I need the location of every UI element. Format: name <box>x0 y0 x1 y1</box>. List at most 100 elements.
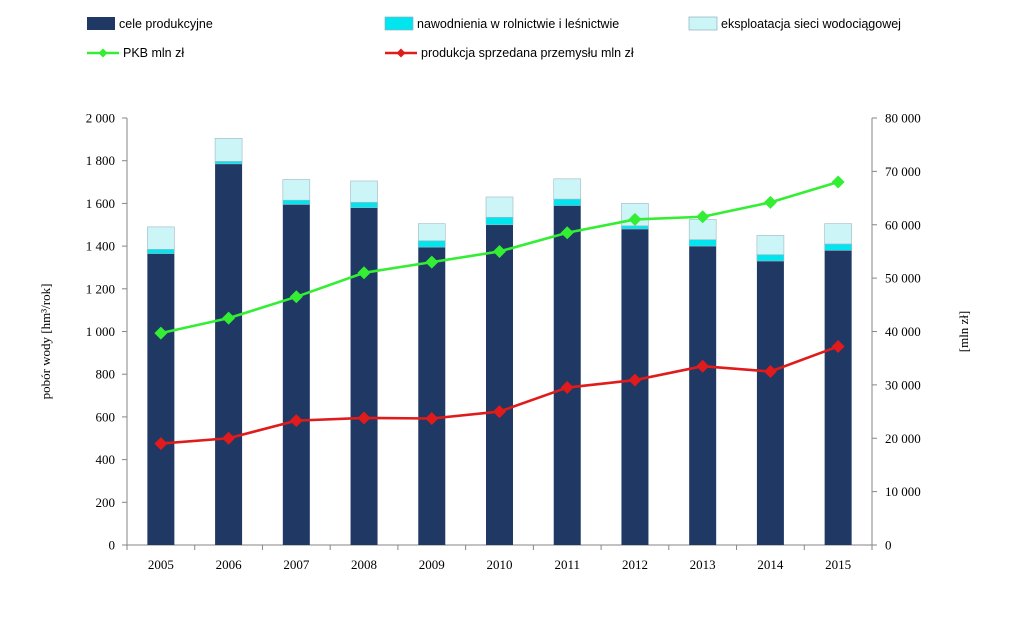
left-tick-label: 1 800 <box>86 153 115 168</box>
x-tick-label: 2012 <box>622 557 648 572</box>
right-tick-label: 0 <box>885 538 892 553</box>
left-tick-label: 1 200 <box>86 281 115 296</box>
industry-point-2006 <box>222 431 236 445</box>
right-tick-label: 60 000 <box>885 217 921 232</box>
bar-irrigation-2010 <box>485 216 514 226</box>
legend-swatch-water-network <box>688 16 718 31</box>
industry-point-2012 <box>628 373 642 387</box>
bar-irrigation-2009 <box>417 240 446 248</box>
left-tick-label: 1 400 <box>86 239 115 254</box>
bar-water-network-2011 <box>553 178 582 200</box>
bars <box>147 137 852 546</box>
x-tick-label: 2010 <box>487 557 513 572</box>
legend-label-industry: produkcja sprzedana przemysłu mln zł <box>421 46 634 60</box>
right-tick-label: 80 000 <box>885 111 921 126</box>
left-tick-label: 200 <box>96 495 116 510</box>
legend-label-production: cele produkcyjne <box>119 17 213 31</box>
bar-irrigation-2014 <box>756 254 785 262</box>
bar-water-network-2008 <box>350 180 378 203</box>
bar-irrigation-2008 <box>350 202 378 208</box>
bar-production-2011 <box>553 205 581 545</box>
bar-water-network-2015 <box>824 223 852 245</box>
x-tick-label: 2008 <box>351 557 377 572</box>
right-tick-label: 50 000 <box>885 271 921 286</box>
pkb-point-2007 <box>289 290 303 304</box>
legend-label-pkb: PKB mln zł <box>123 46 184 60</box>
pkb-point-2005 <box>154 326 168 340</box>
right-tick-label: 10 000 <box>885 484 921 499</box>
x-tick-label: 2013 <box>690 557 716 572</box>
pkb-point-2012 <box>628 212 642 226</box>
bar-production-2013 <box>689 246 717 545</box>
axes: 0 200 400 600 800 1 000 1 200 1 400 1 600 1 800 2 … <box>38 111 971 573</box>
industry-point-2011 <box>560 381 574 395</box>
bar-production-2007 <box>282 204 310 545</box>
legend-marker-industry <box>396 48 406 58</box>
right-tick-label: 30 000 <box>885 377 921 392</box>
right-tick-label: 40 000 <box>885 324 921 339</box>
left-tick-label: 600 <box>96 409 116 424</box>
x-tick-label: 2009 <box>419 557 445 572</box>
bar-irrigation-2005 <box>147 249 175 254</box>
bar-production-2010 <box>486 224 513 545</box>
pkb-point-2014 <box>763 195 777 209</box>
legend-swatch-irrigation <box>384 16 414 31</box>
right-tick-label: 70 000 <box>885 164 921 179</box>
bar-water-network-2005 <box>147 226 175 250</box>
x-tick-label: 2014 <box>757 557 784 572</box>
left-tick-label: 400 <box>96 452 116 467</box>
bar-production-2012 <box>621 229 649 545</box>
x-tick-label: 2006 <box>216 557 243 572</box>
industry-point-2007 <box>289 414 303 428</box>
x-tick-label: 2007 <box>283 557 310 572</box>
bar-production-2015 <box>824 250 852 545</box>
bar-production-2009 <box>418 247 446 546</box>
pkb-point-2015 <box>831 175 845 189</box>
bar-irrigation-2007 <box>282 199 311 205</box>
bar-irrigation-2012 <box>621 225 649 230</box>
bar-production-2005 <box>147 253 175 545</box>
bar-water-network-2007 <box>282 179 311 201</box>
bar-water-network-2014 <box>756 235 785 255</box>
pkb-point-2013 <box>696 210 710 224</box>
left-tick-label: 1 600 <box>86 196 115 211</box>
x-tick-label: 2005 <box>148 557 174 572</box>
bar-production-2006 <box>215 163 243 545</box>
legend-marker-pkb <box>98 48 108 58</box>
lines <box>154 175 845 451</box>
bar-irrigation-2011 <box>553 198 582 206</box>
industry-point-2009 <box>425 412 439 426</box>
legend: cele produkcyjne nawodnienia w rolnictwie… <box>87 16 901 60</box>
right-tick-label: 20 000 <box>885 431 921 446</box>
left-axis-title: pobór wody [hm³/rok] <box>38 284 53 400</box>
bar-irrigation-2013 <box>688 239 717 247</box>
pkb-point-2011 <box>560 226 574 240</box>
bar-water-network-2009 <box>417 223 446 242</box>
x-tick-label: 2015 <box>825 557 851 572</box>
industry-point-2010 <box>493 405 506 419</box>
pkb-point-2008 <box>357 266 371 280</box>
bar-irrigation-2015 <box>824 243 852 251</box>
industry-point-2008 <box>357 411 371 425</box>
pkb-point-2010 <box>493 244 506 258</box>
left-tick-label: 1 000 <box>86 324 115 339</box>
bar-irrigation-2006 <box>214 161 243 165</box>
legend-swatch-production <box>87 17 115 30</box>
pkb-point-2009 <box>425 255 439 269</box>
left-tick-label: 0 <box>109 538 116 553</box>
right-axis-title: [mln zł] <box>956 311 971 353</box>
left-tick-label: 2 000 <box>86 111 115 126</box>
pkb-point-2006 <box>222 311 236 325</box>
x-tick-label: 2011 <box>554 557 580 572</box>
bar-water-network-2006 <box>214 137 243 162</box>
legend-label-irrigation: nawodnienia w rolnictwie i leśnictwie <box>417 17 619 31</box>
industry-point-2015 <box>831 339 845 353</box>
bar-production-2008 <box>350 207 378 546</box>
industry-point-2013 <box>696 359 710 373</box>
industry-point-2005 <box>154 437 168 451</box>
left-tick-label: 800 <box>96 367 116 382</box>
bar-water-network-2010 <box>485 196 514 218</box>
legend-label-water-network: eksploatacja sieci wodociągowej <box>721 17 901 31</box>
bar-production-2014 <box>756 261 784 545</box>
